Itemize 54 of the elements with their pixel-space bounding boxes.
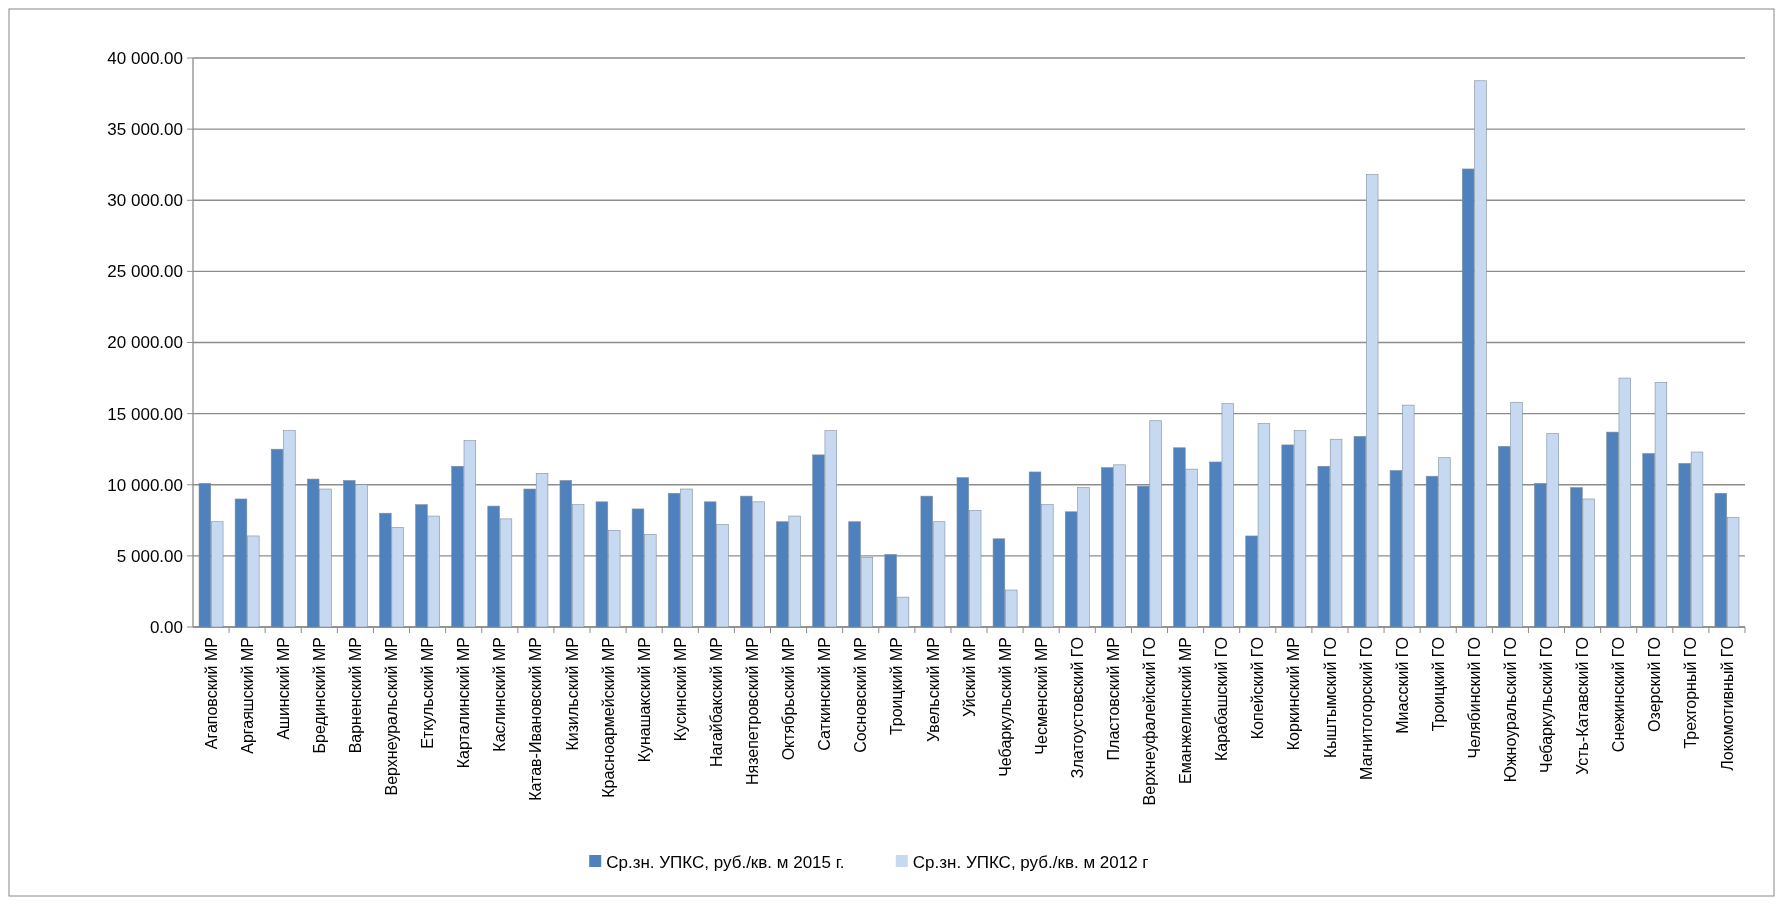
- x-tick-label: Златоустовский ГО: [1068, 637, 1086, 779]
- x-tick-label: Троицкий МР: [888, 637, 906, 736]
- x-tick-label: Троицкий ГО: [1429, 637, 1447, 732]
- x-tick-label: Кусинский МР: [671, 637, 689, 742]
- y-tick-label: 0.00: [149, 617, 183, 637]
- x-tick-label: Октябрьский МР: [780, 637, 798, 761]
- x-tick-label: Кунашакский МР: [635, 637, 653, 763]
- y-tick-label: 40 000.00: [107, 48, 183, 68]
- x-tick-label: Трехгорный ГО: [1682, 637, 1700, 749]
- y-tick-label: 20 000.00: [107, 333, 183, 353]
- y-tick-label: 30 000.00: [107, 191, 183, 211]
- x-tick-label: Карабашский ГО: [1213, 637, 1231, 762]
- x-tick-label: Варненский МР: [347, 637, 365, 754]
- x-tick-label: Локомотивный ГО: [1718, 637, 1736, 771]
- legend-label: Ср.зн. УПКС, руб./кв. м 2012 г: [912, 852, 1149, 872]
- x-tick-label: Нагайбакский МР: [707, 637, 725, 767]
- x-tick-label: Усть-Катавский ГО: [1574, 637, 1592, 775]
- y-tick-label: 15 000.00: [107, 404, 183, 424]
- x-tick-label: Каслинский МР: [491, 637, 509, 752]
- y-tick-label: 5 000.00: [116, 546, 183, 566]
- x-tick-label: Карталинский МР: [455, 637, 473, 769]
- x-tick-label: Копейский ГО: [1249, 637, 1267, 740]
- legend-label: Ср.зн. УПКС, руб./кв. м 2015 г.: [606, 852, 845, 872]
- x-tick-label: Саткинский МР: [816, 637, 834, 751]
- x-tick-label: Красноармейский МР: [599, 637, 617, 798]
- x-tick-label: Кыштымский ГО: [1321, 637, 1339, 759]
- x-tick-label: Ашинский МР: [274, 637, 292, 740]
- x-tick-label: Южноуральский ГО: [1502, 637, 1519, 783]
- x-tick-label: Снежинский ГО: [1610, 637, 1628, 753]
- x-tick-label: Уйский МР: [960, 637, 978, 717]
- x-tick-label: Магнитогорский ГО: [1357, 637, 1375, 780]
- x-tick-label: Сосновский МР: [852, 637, 870, 753]
- x-tick-label: Брединский МР: [310, 637, 328, 754]
- x-tick-label: Еткульский МР: [419, 637, 437, 749]
- x-tick-label: Коркинский МР: [1285, 637, 1303, 751]
- x-tick-label: Агаповский МР: [202, 637, 220, 750]
- x-tick-label: Озерский ГО: [1646, 637, 1664, 732]
- y-tick-label: 35 000.00: [107, 120, 183, 140]
- x-tick-label: Еманжелинский МР: [1177, 637, 1195, 784]
- x-tick-label: Аргаяшский МР: [238, 637, 256, 754]
- x-tick-label: Пластовский МР: [1104, 637, 1122, 761]
- x-tick-label: Верхнеуральский МР: [383, 637, 401, 796]
- x-tick-label: Катав-Ивановский МР: [527, 637, 545, 801]
- y-tick-label: 10 000.00: [107, 475, 183, 495]
- x-tick-label: Чебаркульский МР: [996, 637, 1014, 777]
- x-tick-label: Кизильский МР: [563, 637, 581, 751]
- y-tick-label: 25 000.00: [107, 262, 183, 282]
- x-tick-label: Чебаркульский ГО: [1538, 637, 1556, 774]
- x-tick-label: Челябинский ГО: [1465, 637, 1483, 759]
- x-tick-label: Увельский МР: [924, 637, 942, 742]
- x-tick-label: Верхнеуфалейский ГО: [1141, 637, 1159, 806]
- x-tick-label: Чесменский МР: [1032, 637, 1050, 755]
- x-tick-label: Миасский ГО: [1393, 637, 1411, 734]
- x-tick-label: Нязепетровский МР: [744, 637, 762, 786]
